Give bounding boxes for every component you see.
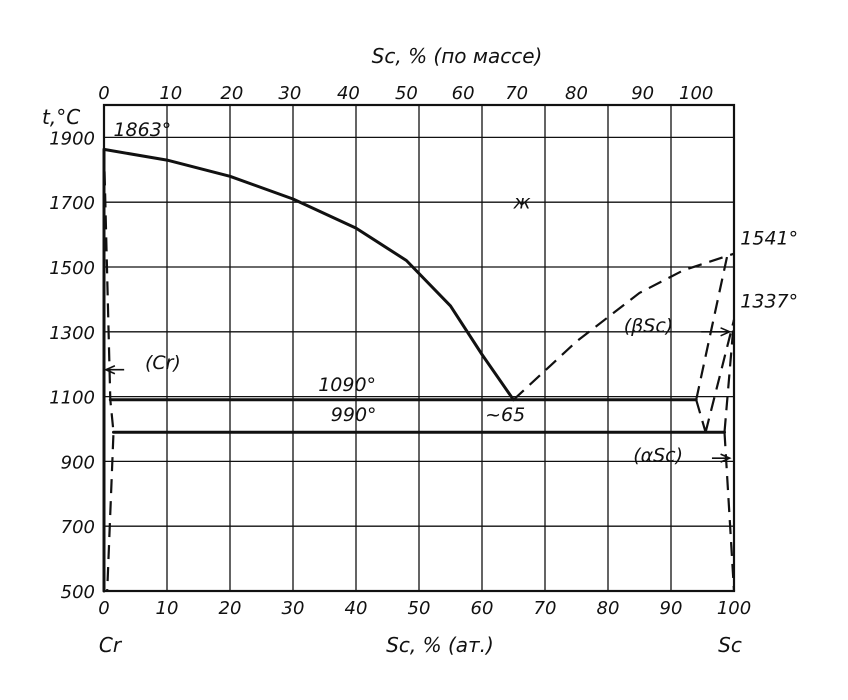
top-tick-label: 10 xyxy=(159,83,182,104)
bottom-tick-label: 60 xyxy=(471,598,494,619)
bottom-tick-label: 0 xyxy=(98,598,109,619)
y-tick-label: 1700 xyxy=(49,193,95,214)
top-tick-label: 30 xyxy=(278,83,301,104)
y-tick-label: 1100 xyxy=(49,388,95,409)
top-tick-label: 90 xyxy=(631,83,654,104)
annotation-label: 1090° xyxy=(318,374,376,396)
bottom-tick-label: 50 xyxy=(408,598,431,619)
top-tick-label: 60 xyxy=(452,83,475,104)
top-tick-label: 20 xyxy=(220,83,243,104)
annotation-label: 1337° xyxy=(740,291,798,313)
tick-labels: 0 10 20 30 40 50 60 70 80 90 100 0 10 20 30 40 50 60 70 80 9… xyxy=(49,83,751,619)
phase-line-7 xyxy=(723,319,736,433)
y-tick-label: 1500 xyxy=(49,258,95,279)
bottom-tick-label: 100 xyxy=(717,598,751,619)
top-tick-label: 0 xyxy=(98,83,109,104)
bottom-tick-label: 30 xyxy=(282,598,305,619)
bottom-tick-label: 10 xyxy=(156,598,179,619)
top-tick-label: 70 xyxy=(505,83,528,104)
y-tick-label: 500 xyxy=(61,582,95,603)
left-component-label: Cr xyxy=(99,633,123,657)
arrow-0 xyxy=(103,364,125,375)
annotation-label: (αSc) xyxy=(633,444,683,466)
top-tick-label: 100 xyxy=(679,83,713,104)
annotation-label: 1863° xyxy=(113,119,171,141)
top-tick-label: 40 xyxy=(337,83,360,104)
bottom-tick-label: 40 xyxy=(345,598,368,619)
phase-line-4 xyxy=(695,253,729,401)
grid-lines xyxy=(103,105,735,592)
arrow-2 xyxy=(711,453,732,463)
annotations: 1863° ж 1541° 1337° (βSc) (Cr) 1090° 990° ~65 (αS… xyxy=(113,119,798,467)
phase-line-6 xyxy=(704,319,736,433)
annotation-label: (βSc) xyxy=(624,315,673,337)
phase-line-10 xyxy=(102,149,115,592)
annotation-label: 1541° xyxy=(740,227,798,249)
annotation-label: 990° xyxy=(331,404,377,426)
right-component-label: Sc xyxy=(718,633,742,657)
annotation-label: (Cr) xyxy=(145,352,181,374)
bottom-tick-label: 80 xyxy=(597,598,620,619)
bottom-axis-title: Sc, % (ат.) xyxy=(386,633,494,657)
region-arrows xyxy=(103,327,732,463)
annotation-label: ж xyxy=(513,192,531,214)
y-axis-title: t,°C xyxy=(42,105,80,129)
top-axis-title: Sc, % (по массе) xyxy=(372,44,543,68)
y-tick-label: 1900 xyxy=(49,128,95,149)
phase-line-5 xyxy=(695,399,707,433)
phase-line-1 xyxy=(512,252,735,401)
top-tick-label: 80 xyxy=(565,83,588,104)
y-tick-label: 1300 xyxy=(49,323,95,344)
y-tick-label: 900 xyxy=(61,452,95,473)
plot-frame xyxy=(102,103,736,593)
bottom-tick-label: 20 xyxy=(219,598,242,619)
annotation-label: ~65 xyxy=(485,404,525,426)
arrow-1 xyxy=(701,327,732,337)
bottom-tick-label: 70 xyxy=(534,598,557,619)
labels: Sc, % (по массе) t,°C Sc, % (ат.) Cr Sc xyxy=(42,44,742,657)
y-tick-label: 700 xyxy=(61,517,95,538)
bottom-tick-label: 90 xyxy=(660,598,683,619)
phase-line-0 xyxy=(102,147,515,402)
top-tick-label: 50 xyxy=(395,83,418,104)
